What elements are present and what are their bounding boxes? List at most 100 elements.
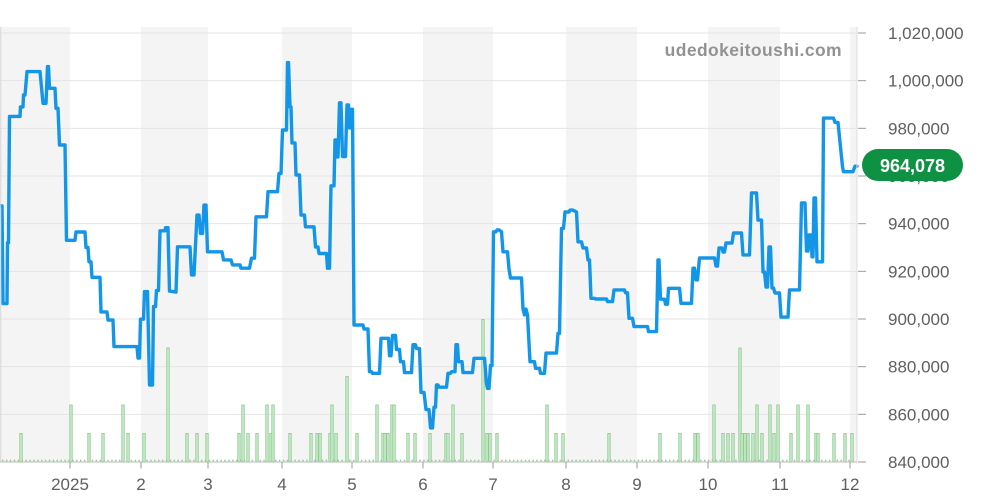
volume-bar xyxy=(19,433,23,462)
volume-bar xyxy=(69,404,73,462)
volume-bar xyxy=(843,433,847,462)
volume-bar xyxy=(121,404,125,462)
volume-bar xyxy=(413,433,417,462)
volume-bar xyxy=(607,433,611,462)
volume-bar xyxy=(772,433,776,462)
y-axis-label: 1,000,000 xyxy=(888,72,964,91)
volume-bar xyxy=(561,433,565,462)
volume-bar xyxy=(755,404,759,462)
watermark: udedokeitoushi.com xyxy=(665,40,842,60)
y-axis-label: 1,020,000 xyxy=(888,24,964,43)
volume-bar xyxy=(451,404,455,462)
x-axis-label: 12 xyxy=(841,475,860,494)
volume-bar xyxy=(237,433,241,462)
volume-bar xyxy=(658,433,662,462)
volume-bar xyxy=(126,433,130,462)
y-axis-label: 860,000 xyxy=(888,405,949,424)
month-band xyxy=(566,27,637,462)
x-axis-label: 7 xyxy=(488,475,497,494)
volume-bar xyxy=(428,433,432,462)
volume-bar xyxy=(460,433,464,462)
y-axis-label: 920,000 xyxy=(888,262,949,281)
volume-bar xyxy=(760,433,764,462)
y-axis-label: 980,000 xyxy=(888,119,949,138)
volume-bar xyxy=(726,433,730,462)
month-band xyxy=(708,27,780,462)
volume-bar xyxy=(392,404,396,462)
x-axis-label: 11 xyxy=(771,475,789,494)
axes-and-ticks xyxy=(0,27,866,469)
volume-bar xyxy=(166,347,170,462)
volume-bar xyxy=(406,433,410,462)
y-axis-labels: 1,020,0001,000,000980,000960,000940,0009… xyxy=(888,24,964,472)
volume-bar xyxy=(185,433,189,462)
x-axis-labels: 2025 2 3 4 5 6 7 8 9 10 11 12 xyxy=(51,475,859,494)
volume-bar xyxy=(446,433,450,462)
month-bands xyxy=(0,27,857,462)
month-band xyxy=(141,27,208,462)
volume-bar xyxy=(545,404,549,462)
x-axis-label: 6 xyxy=(418,475,427,494)
x-axis-label: 8 xyxy=(561,475,570,494)
volume-bar xyxy=(488,433,492,462)
volume-bar xyxy=(678,433,682,462)
current-price-value: 964,078 xyxy=(880,156,945,176)
volume-bar xyxy=(195,433,199,462)
volume-bar xyxy=(255,433,259,462)
volume-bar xyxy=(355,433,359,462)
y-axis-label: 880,000 xyxy=(888,358,949,377)
volume-bar xyxy=(485,433,489,462)
volume-bar xyxy=(101,433,105,462)
volume-bar xyxy=(554,433,558,462)
x-axis-label: 4 xyxy=(277,475,286,494)
price-line xyxy=(0,60,859,430)
volume-bar xyxy=(789,433,793,462)
volume-bar xyxy=(796,404,800,462)
volume-bar xyxy=(330,404,334,462)
y-axis-label: 940,000 xyxy=(888,215,949,234)
x-axis-label: 5 xyxy=(347,475,356,494)
volume-bar xyxy=(318,433,322,462)
volume-bar xyxy=(693,433,697,462)
volume-bar xyxy=(832,433,836,462)
current-price-badge: 964,078 xyxy=(862,149,963,181)
volume-bar xyxy=(743,433,747,462)
price-line-path xyxy=(0,60,859,430)
volume-bar xyxy=(495,433,499,462)
volume-bars xyxy=(2,319,855,462)
volume-bar xyxy=(315,433,319,462)
month-band xyxy=(850,27,857,462)
volume-bar xyxy=(721,433,725,462)
volume-bar xyxy=(375,404,379,462)
x-axis-label: 10 xyxy=(699,475,718,494)
volume-bar xyxy=(751,433,755,462)
volume-bar xyxy=(696,433,700,462)
volume-bar xyxy=(334,433,338,462)
volume-bar xyxy=(265,404,269,462)
volume-bar xyxy=(142,433,146,462)
volume-bar xyxy=(712,404,716,462)
volume-bar xyxy=(205,433,209,462)
current-price-badge-pill xyxy=(862,149,963,181)
volume-bar xyxy=(746,433,750,462)
volume-bar xyxy=(383,433,387,462)
volume-bar xyxy=(740,433,744,462)
volume-bar xyxy=(345,376,349,462)
y-axis-label: 900,000 xyxy=(888,310,949,329)
volume-bar xyxy=(481,319,485,462)
volume-bar xyxy=(768,404,772,462)
volume-bar xyxy=(87,433,91,462)
x-axis-label: 9 xyxy=(632,475,641,494)
volume-bar xyxy=(271,404,275,462)
x-axis-label: 3 xyxy=(203,475,212,494)
volume-bar xyxy=(246,433,250,462)
volume-bar xyxy=(816,433,820,462)
volume-bar xyxy=(309,433,313,462)
month-band xyxy=(0,27,70,462)
x-axis-label: 2 xyxy=(136,475,145,494)
x-axis-label: 2025 xyxy=(51,475,89,494)
volume-bar xyxy=(386,433,390,462)
volume-bar xyxy=(241,404,245,462)
